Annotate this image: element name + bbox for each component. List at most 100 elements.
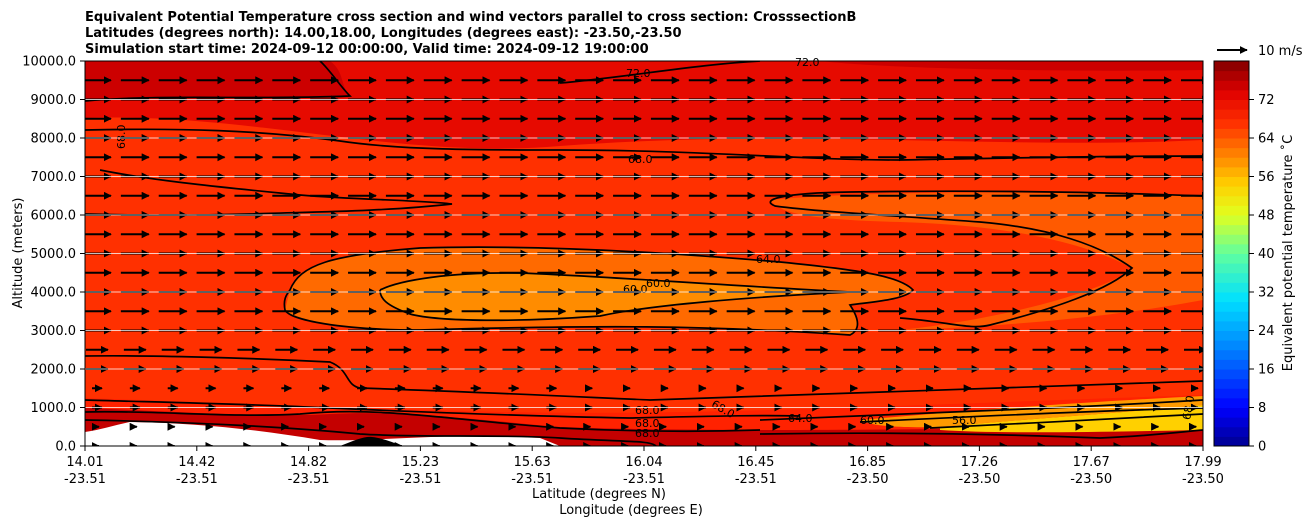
x-tick-label-lon: -23.50 [1070,472,1112,487]
contour-68-sfc [85,399,801,419]
y-axis-label: Altitude (meters) [11,198,26,309]
x-tick-label-lat: 15.23 [402,455,439,470]
colorbar-segment [1214,80,1249,91]
field-inner-60 [380,272,850,321]
y-tick-label: 7000.0 [31,170,77,185]
colorbar-segment [1214,330,1249,341]
colorbar-segment [1214,157,1249,168]
contour-label: 60.0 [646,277,671,290]
contour-label: 56.0 [952,414,977,427]
field-top-right [820,61,1203,71]
wind-key-label: 10 m/s [1258,44,1303,59]
y-tick-label: 6000.0 [31,209,77,224]
colorbar-segment [1214,128,1249,139]
colorbar-segment [1214,349,1249,360]
colorbar-segment [1214,388,1249,399]
x-tick-label-lat: 17.67 [1073,455,1110,470]
colorbar-segment [1214,118,1249,129]
y-tick-label: 0.0 [55,440,76,455]
colorbar-segment [1214,436,1249,447]
colorbar-segment [1214,359,1249,370]
colorbar-tick-label: 40 [1258,247,1275,262]
contour-right-surface [759,429,1203,439]
y-axis-ticks: 0.0 1000.0 2000.0 3000.0 4000.0 5000.0 6000.0 7… [22,55,85,455]
x-tick-label-lat: 14.01 [66,455,103,470]
colorbar-tick-label: 56 [1258,170,1275,185]
y-tick-label: 1000.0 [31,401,77,416]
x-tick-label-lon: -23.51 [735,472,777,487]
colorbar-segment [1214,417,1249,428]
colorbar-tick-label: 32 [1258,286,1275,301]
colorbar-tick-label: 8 [1258,401,1266,416]
contour-label: 68.0 [635,417,660,430]
contour-label: 64.0 [788,412,813,425]
colorbar-label: Equivalent potential temperature ˚C [1280,135,1296,371]
colorbar-tick-label: 16 [1258,363,1275,378]
x-tick-label-lat: 16.45 [737,455,774,470]
field-upper-band [85,61,1203,149]
x-tick-label-lon: -23.51 [64,472,106,487]
colorbar-segment [1214,301,1249,312]
colorbar-segment [1214,205,1249,216]
colorbar-segment [1214,282,1249,293]
colorbar-segment [1214,61,1249,72]
y-tick-label: 8000.0 [31,132,77,147]
colorbar-segment [1214,407,1249,418]
colorbar-segment [1214,176,1249,187]
contour-surface [85,419,657,446]
x-tick-label-lat: 17.26 [961,455,998,470]
x-tick-label-lat: 14.42 [178,455,215,470]
colorbar-segment [1214,397,1249,408]
title-line-1: Equivalent Potential Temperature cross s… [85,10,856,25]
y-tick-label: 9000.0 [31,93,77,108]
colorbar-segment [1214,369,1249,380]
gridlines [85,99,1203,408]
contour-label: 68.0 [635,404,660,417]
colorbar-segment [1214,272,1249,283]
colorbar-tick-label: 48 [1258,209,1275,224]
colorbar-tick-label: 72 [1258,93,1275,108]
colorbar-segment [1214,99,1249,110]
colorbar-segment [1214,243,1249,254]
x-tick-label-lon: -23.50 [1182,472,1224,487]
x-tick-label-lon: -23.51 [176,472,218,487]
colorbar-tick-label: 24 [1258,324,1275,339]
colorbar-segment [1214,138,1249,149]
x-tick-label-lon: -23.50 [847,472,889,487]
x-tick-label-lat: 15.63 [514,455,551,470]
colorbar-segment [1214,70,1249,81]
x-tick-label-lon: -23.51 [288,472,330,487]
colorbar-segment [1214,340,1249,351]
colorbar-segment [1214,186,1249,197]
x-axis-ticks: 14.01 -23.51 14.42 -23.51 14.82 -23.51 15.23 -2… [64,446,1224,487]
colorbar-segment [1214,234,1249,245]
field-surface-dark [85,408,1203,446]
contour-64 [283,246,915,336]
contour-64-low [759,399,1203,421]
y-tick-label: 4000.0 [31,286,77,301]
colorbar-tick-label: 0 [1258,440,1266,455]
y-tick-label: 3000.0 [31,324,77,339]
y-tick-label: 5000.0 [31,247,77,262]
contour-label: 60.0 [623,283,648,296]
title-line-3: Simulation start time: 2024-09-12 00:00:… [85,42,649,57]
colorbar-segment [1214,320,1249,331]
x-tick-label-lon: -23.50 [958,472,1000,487]
x-tick-label-lon: -23.51 [623,472,665,487]
colorbar-segment [1214,195,1249,206]
colorbar-segment [1214,89,1249,100]
colorbar-segment [1214,253,1249,264]
x-tick-label-lon: -23.51 [511,472,553,487]
x-tick-label-lat: 17.99 [1184,455,1221,470]
colorbar-tick-label: 64 [1258,132,1275,147]
colorbar-segment [1214,263,1249,274]
contour-label: 68.0 [115,125,128,150]
colorbar-segment [1214,311,1249,322]
contour-label: 64.0 [756,253,781,266]
colorbar-segment [1214,426,1249,437]
colorbar-segment [1214,166,1249,177]
colorbar [1214,61,1249,447]
y-tick-label: 2000.0 [31,363,77,378]
contour-labels: 72.0 72.0 68.0 68.0 64.0 60.0 60.0 68.0 … [115,56,1197,440]
title-line-2: Latitudes (degrees north): 14.00,18.00, … [85,26,682,41]
